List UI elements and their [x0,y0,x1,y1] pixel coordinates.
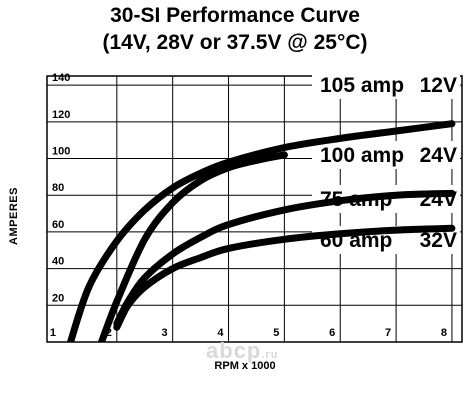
x-tick-label: 3 [162,327,168,339]
series-label-amp: 105 amp [320,74,404,97]
y-axis-label: AMPERES [8,187,20,245]
y-tick-label: 40 [52,256,64,268]
chart-subtitle: (14V, 28V or 37.5V @ 25°C) [102,31,368,54]
watermark: abcp.ru [206,338,279,363]
y-tick-label: 60 [52,219,64,231]
chart-title: 30-SI Performance Curve [110,4,360,27]
x-tick-label: 4 [217,327,224,339]
series-label-amp: 100 amp [320,144,404,167]
series-line-4 [113,224,456,331]
y-tick-label: 20 [52,292,64,304]
y-tick-label: 140 [52,72,70,84]
plot-frame [46,75,463,343]
series-line-3 [113,189,456,328]
series-label-volt: 32V [420,229,457,252]
x-tick-label: 8 [441,327,447,339]
x-tick-label: 7 [385,327,391,339]
series-label-volt: 24V [420,144,457,167]
x-axis-label: RPM x 1000 [214,360,276,372]
x-tick-label: 6 [329,327,335,339]
series-label-volt: 24V [420,188,457,211]
y-tick-label: 100 [52,146,70,158]
x-tick-label: 5 [273,327,279,339]
series-label-bg [312,141,460,169]
series-line-1 [66,120,456,342]
series-label-amp: 60 amp [320,229,392,252]
x-tick-label: 2 [106,327,112,339]
series-line-2 [97,151,288,342]
series-label-bg [312,71,460,99]
series-label-volt: 12V [420,74,457,97]
y-tick-label: 80 [52,182,64,194]
x-tick-label: 1 [50,327,56,339]
y-tick-label: 120 [52,109,70,121]
series-label-amp: 75 amp [320,188,392,211]
